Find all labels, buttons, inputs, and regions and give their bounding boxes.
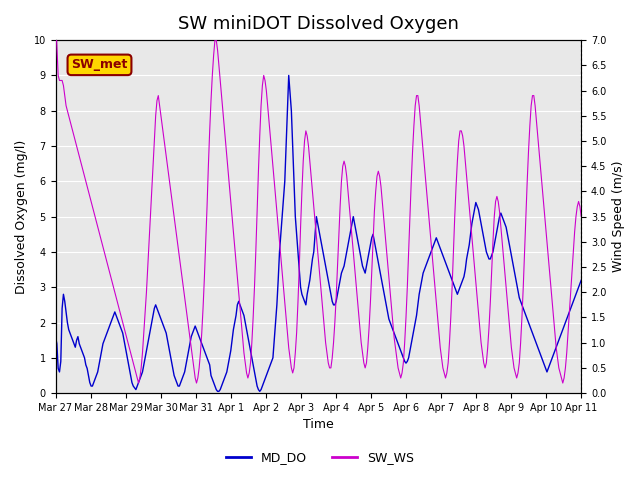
Text: SW_met: SW_met [71, 59, 127, 72]
Y-axis label: Dissolved Oxygen (mg/l): Dissolved Oxygen (mg/l) [15, 140, 28, 294]
Y-axis label: Wind Speed (m/s): Wind Speed (m/s) [612, 161, 625, 272]
X-axis label: Time: Time [303, 419, 333, 432]
Title: SW miniDOT Dissolved Oxygen: SW miniDOT Dissolved Oxygen [178, 15, 459, 33]
Legend: MD_DO, SW_WS: MD_DO, SW_WS [221, 446, 419, 469]
